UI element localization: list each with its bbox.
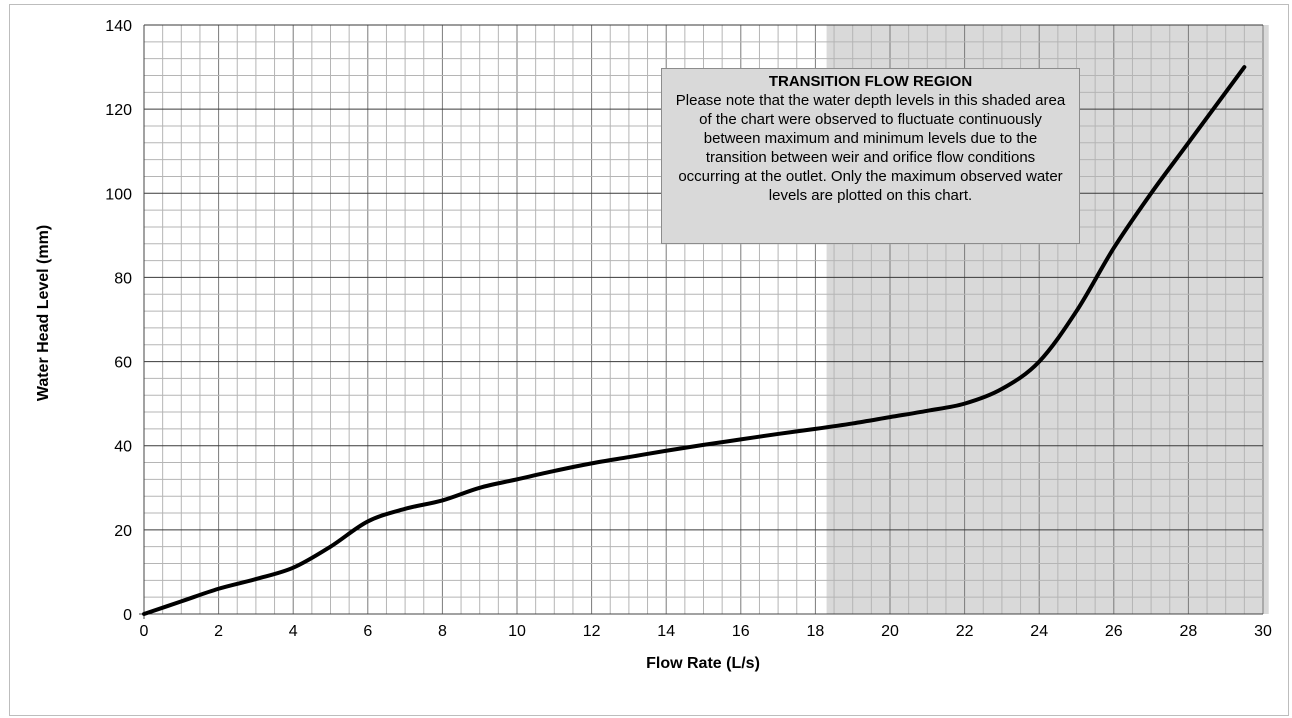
x-tick-labels: 0 2 4 6 8 10 12 14 16 18 20 22 24 26 28 30 — [140, 623, 1272, 640]
chart-frame: 0 2 4 6 8 10 12 14 16 18 20 22 24 26 28 30 0 20 40 60 80 100… — [9, 4, 1289, 716]
x-tick-label: 20 — [881, 623, 899, 640]
x-tick-label: 6 — [363, 623, 372, 640]
note-title: TRANSITION FLOW REGION — [768, 73, 973, 90]
x-tick-label: 24 — [1030, 623, 1048, 640]
x-tick-label: 18 — [807, 623, 825, 640]
y-tick-label: 120 — [105, 102, 132, 119]
y-axis-title: Water Head Level (mm) — [35, 225, 52, 401]
x-tick-label: 26 — [1105, 623, 1123, 640]
x-tick-label: 16 — [732, 623, 750, 640]
y-tick-label: 40 — [114, 439, 132, 456]
y-tick-labels: 0 20 40 60 80 100 120 140 — [105, 18, 132, 624]
line-chart: 0 2 4 6 8 10 12 14 16 18 20 22 24 26 28 30 020406080100… — [35, 18, 1272, 672]
series-line — [142, 65, 1247, 616]
x-axis-title: Flow Rate (L/s) — [646, 655, 760, 672]
x-tick-label: 2 — [214, 623, 223, 640]
y-tick-label: 100 — [105, 186, 132, 203]
x-tick-label: 12 — [583, 623, 601, 640]
y-tick-label: 0 — [123, 607, 132, 624]
x-tick-label: 0 — [140, 623, 149, 640]
note-body: Please note that the water depth levels … — [675, 92, 1066, 204]
x-tick-label: 28 — [1180, 623, 1198, 640]
transition-flow-note: TRANSITION FLOW REGION Please note that … — [661, 68, 1080, 244]
x-tick-label: 14 — [657, 623, 675, 640]
series-layer — [142, 65, 1247, 616]
x-tick-label: 30 — [1254, 623, 1272, 640]
x-tick-label: 4 — [289, 623, 298, 640]
y-tick-label: 20 — [114, 523, 132, 540]
x-tick-label: 8 — [438, 623, 447, 640]
y-tick-label: 80 — [114, 270, 132, 287]
y-tick-label: 60 — [114, 355, 132, 372]
x-tick-label: 10 — [508, 623, 526, 640]
axis-layer — [139, 25, 1263, 619]
y-tick-label: 140 — [105, 18, 132, 35]
x-tick-label: 22 — [956, 623, 974, 640]
